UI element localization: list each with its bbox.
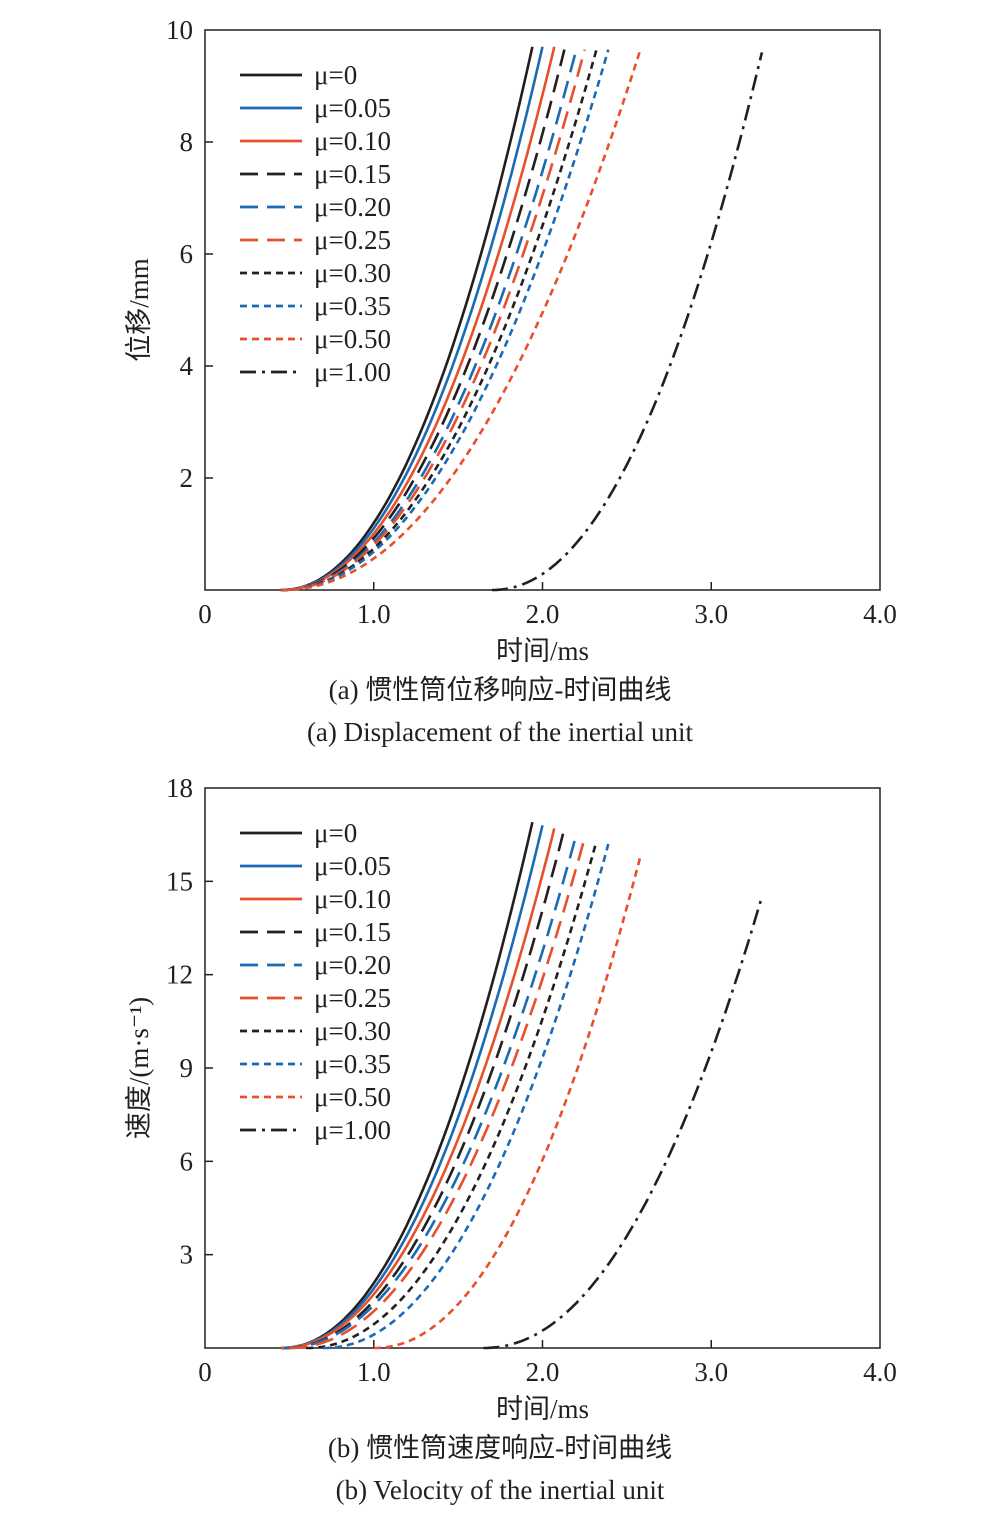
x-tick-label: 4.0 (863, 599, 897, 629)
y-tick-label: 18 (166, 773, 193, 803)
y-tick-label: 10 (166, 15, 193, 45)
plot-frame (204, 29, 881, 591)
x-tick-label: 1.0 (357, 1357, 391, 1387)
y-axis-title: 位移/mm (124, 258, 154, 362)
y-tick-label: 6 (180, 239, 194, 269)
displacement-chart: 0 1.0 2.0 3.0 4.0246810时间/ms位移/mmμ=0μ=0.05μ=… (124, 15, 897, 666)
legend-label-0: μ=0 (314, 818, 357, 848)
y-axis-title: 速度/(m·s⁻¹) (124, 997, 154, 1139)
legend-label-8: μ=0.50 (314, 1082, 391, 1112)
legend-label-5: μ=0.25 (314, 983, 391, 1013)
x-tick-label: 3.0 (694, 1357, 728, 1387)
series-line-5 (280, 49, 586, 592)
series-line-3 (284, 828, 566, 1350)
x-tick-label: 1.0 (357, 599, 391, 629)
series-line-4 (284, 834, 578, 1350)
y-tick-label: 15 (166, 866, 193, 896)
y-tick-label: 9 (180, 1053, 194, 1083)
y-tick-label: 8 (180, 127, 194, 157)
x-axis-title: 时间/ms (496, 636, 589, 666)
series-line-3 (280, 49, 566, 592)
legend-label-7: μ=0.35 (314, 1049, 391, 1079)
y-tick-label: 6 (180, 1146, 194, 1176)
series-line-9 (491, 52, 764, 592)
caption-en: (b) Velocity of the inertial unit (335, 1475, 665, 1505)
y-tick-label: 12 (166, 960, 193, 990)
legend-label-3: μ=0.15 (314, 917, 391, 947)
caption-en: (a) Displacement of the inertial unit (306, 717, 694, 747)
series-line-6 (306, 840, 598, 1350)
series-line-7 (323, 843, 610, 1350)
legend-label-9: μ=1.00 (314, 1115, 391, 1145)
legend-label-7: μ=0.35 (314, 291, 391, 321)
x-tick-label: 2.0 (526, 599, 560, 629)
legend-label-4: μ=0.20 (314, 192, 391, 222)
chart-panel-b: 0 1.0 2.0 3.0 4.0 3 6 9 12 15 18 时间/ms 速度/(m·s⁻¹) μ=0… (0, 758, 1000, 1516)
legend-label-2: μ=0.10 (314, 884, 391, 914)
legend-label-9: μ=1.00 (314, 357, 391, 387)
legend-label-3: μ=0.15 (314, 159, 391, 189)
series-line-2 (280, 46, 556, 592)
x-tick-label: 2.0 (526, 1357, 560, 1387)
series-line-2 (280, 828, 556, 1350)
y-tick-label: 4 (180, 351, 194, 381)
legend-label-1: μ=0.05 (314, 851, 391, 881)
y-tick-label: 2 (180, 463, 194, 493)
x-tick-label: 0 (198, 1357, 212, 1387)
x-tick-label: 3.0 (694, 599, 728, 629)
x-tick-label: 4.0 (863, 1357, 897, 1387)
legend-label-1: μ=0.05 (314, 93, 391, 123)
velocity-chart: 0 1.0 2.0 3.0 4.0 3 6 9 12 15 18 时间/ms 速度/(m·s⁻¹) μ=0… (124, 773, 897, 1424)
series-line-9 (483, 896, 764, 1350)
legend-label-6: μ=0.30 (314, 1016, 391, 1046)
series-line-8 (280, 49, 642, 592)
legend-label-2: μ=0.10 (314, 126, 391, 156)
legend-label-0: μ=0 (314, 60, 357, 90)
caption-cn: (a) 惯性筒位移响应-时间曲线 (328, 675, 672, 705)
x-tick-label: 0 (198, 599, 212, 629)
series-line-7 (280, 49, 610, 592)
series-line-8 (373, 856, 642, 1350)
caption-cn: (b) 惯性筒速度响应-时间曲线 (327, 1433, 673, 1463)
series-line-5 (289, 837, 586, 1350)
chart-panel-a: 0 1.0 2.0 3.0 4.0 2 4 6 8 10 时间/ms 位移/mm μ=0 μ=0.05 μ=… (124, 15, 897, 747)
legend-label-8: μ=0.50 (314, 324, 391, 354)
x-axis-title: 时间/ms (496, 1394, 589, 1424)
legend-label-5: μ=0.25 (314, 225, 391, 255)
series-line-4 (280, 49, 578, 592)
legend-label-4: μ=0.20 (314, 950, 391, 980)
legend-label-6: μ=0.30 (314, 258, 391, 288)
y-tick-label: 3 (180, 1240, 194, 1270)
